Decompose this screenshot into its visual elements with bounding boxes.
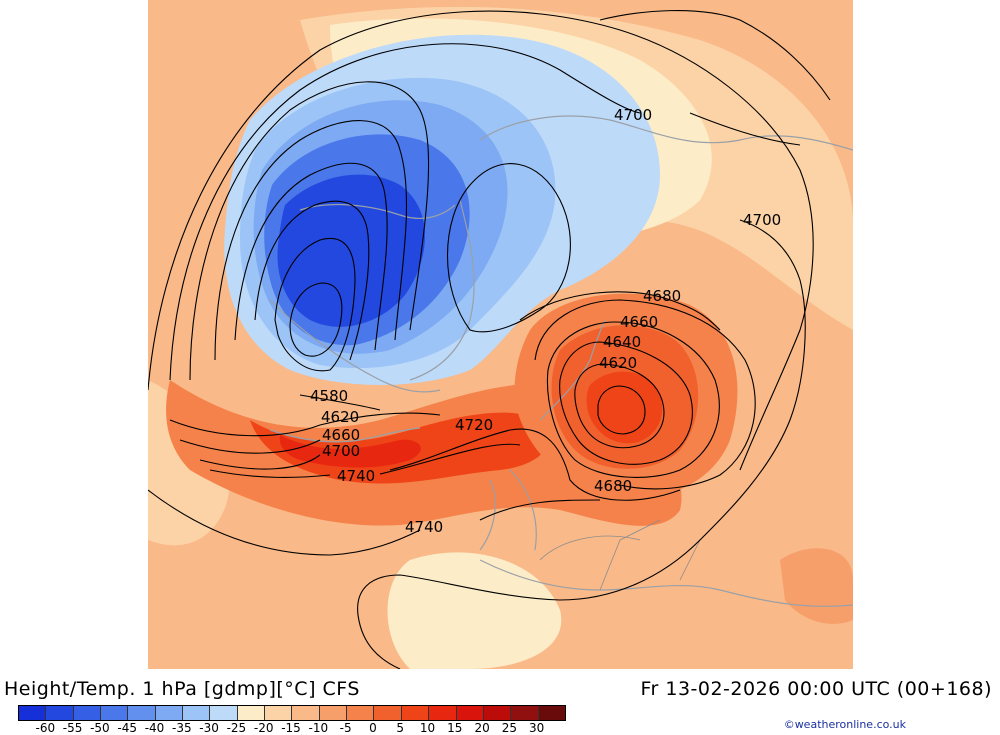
map-title: Height/Temp. 1 hPa [gdmp][°C] CFS: [4, 678, 360, 700]
colorbar-tick-label: -35: [171, 721, 192, 735]
colorbar-cell: [46, 706, 74, 720]
colorbar-tick-label: 0: [369, 721, 377, 735]
contour-4680-vortex: [189, 81, 430, 381]
colorbar-tick-label: 20: [474, 721, 490, 735]
coastline-mediterranean: [479, 559, 853, 607]
colorbar-cell: [101, 706, 129, 720]
colorbar-cell: [237, 706, 266, 720]
contour-4700-north-tail: [689, 112, 801, 146]
map-canvas: 4700 4700 4680 4660 4640 4620 4580 4620 …: [148, 0, 853, 669]
contour-4580-vortex: [289, 282, 343, 357]
contour-4680-east-upper: [519, 291, 721, 331]
colorbar-cell: [265, 706, 293, 720]
contour-4680-south: [179, 439, 321, 454]
valid-time: Fr 13-02-2026 00:00 UTC (00+168): [640, 678, 992, 700]
colorbar-cell: [128, 706, 156, 720]
contour-4620-vortex: [254, 200, 370, 361]
coastline-greenland-north: [299, 203, 456, 219]
contour-label-4680-upper: 4680: [643, 287, 681, 305]
colorbar-tick-label: 30: [529, 721, 545, 735]
colorbar-tick-label: -5: [339, 721, 352, 735]
contour-4660-east: [546, 321, 720, 478]
coastline-scandinavia: [539, 319, 606, 421]
contour-4740-lower: [148, 489, 601, 556]
colorbar-cell: [374, 706, 402, 720]
colorbar-tick-label: -20: [253, 721, 274, 735]
contour-label-4720: 4720: [455, 416, 493, 434]
contour-label-4640: 4640: [603, 333, 641, 351]
colorbar-tick-label: 15: [447, 721, 463, 735]
coastline-arctic: [479, 115, 853, 151]
warm-anomaly-core: [586, 371, 663, 444]
contour-4600-east: [597, 385, 646, 435]
colorbar-cell: [155, 706, 184, 720]
contour-4660-vortex: [214, 120, 407, 361]
colorbar-tick-label: 25: [501, 721, 518, 735]
colorbar-cell: [511, 706, 539, 720]
colorbar-cell: [483, 706, 512, 720]
contour-label-4740-upper: 4740: [337, 467, 375, 485]
colorbar-tick-label: -30: [199, 721, 219, 735]
weather-map: 4700 4700 4680 4660 4640 4620 4580 4620 …: [148, 0, 853, 669]
country-borders: [539, 519, 701, 591]
temperature-zone-pale-south: [387, 552, 562, 669]
colorbar-labels: -60 -55 -50 -45 -40 -35 -30 -25 -20 -15 -10 -5 0 5 10 1…: [18, 721, 578, 735]
colorbar-tick-label: -50: [90, 721, 110, 735]
contour-4620-east: [574, 363, 665, 449]
contour-4640-south: [169, 412, 441, 437]
colorbar-cell: [456, 706, 484, 720]
contour-4640-vortex: [234, 162, 388, 351]
warm-band-core: [279, 435, 421, 468]
contour-label-4700-west: 4700: [322, 442, 360, 460]
colorbar-cell: [73, 706, 102, 720]
colorbar-tick-label: -10: [308, 721, 329, 735]
colorbar-tick-label: -40: [144, 721, 165, 735]
colorbar-tick-label: -45: [117, 721, 137, 735]
colorbar-cell: [292, 706, 320, 720]
contour-4720: [209, 428, 681, 501]
contour-4700-ridge: [447, 163, 571, 333]
contour-north-east: [599, 9, 831, 101]
contour-label-4620-east: 4620: [599, 354, 637, 372]
contour-4580-label-line: [299, 394, 381, 411]
contour-label-4680-lower: 4680: [594, 477, 632, 495]
contour-outer-4760: [148, 10, 814, 471]
contour-label-4740-lower: 4740: [405, 518, 443, 536]
contour-4700-east: [357, 219, 806, 669]
coastline-british-isles: [479, 469, 537, 551]
cold-dome-core: [277, 174, 425, 327]
colorbar-tick-label: 10: [419, 721, 436, 735]
colorbar-cell: [347, 706, 375, 720]
contour-label-4700-east: 4700: [743, 211, 781, 229]
colorbar-cell: [401, 706, 430, 720]
contour-label-4660-west: 4660: [322, 426, 360, 444]
colorbar: [18, 705, 566, 721]
colorbar-tick-label: -60: [35, 721, 56, 735]
colorbar-cell: [319, 706, 348, 720]
contour-4600-vortex: [274, 237, 356, 372]
contour-4740-upper: [379, 443, 521, 475]
colorbar-cell: [538, 706, 565, 720]
colorbar-cell: [183, 706, 211, 720]
contour-label-4700-north: 4700: [614, 106, 652, 124]
coastline-canada-arctic: [269, 299, 441, 393]
coastline-greenland-east: [409, 199, 475, 381]
colorbar-tick-label: 5: [396, 721, 405, 735]
colorbar-cell: [429, 706, 457, 720]
colorbar-cell: [210, 706, 238, 720]
contour-label-4660-east: 4660: [620, 313, 658, 331]
contour-4640-east: [559, 341, 693, 465]
coastline-labrador: [269, 427, 421, 443]
contour-4680-east: [534, 299, 756, 490]
colorbar-tick-label: -15: [281, 721, 301, 735]
colorbar-tick-label: -25: [226, 721, 247, 735]
contour-4700-south: [199, 454, 321, 470]
contour-4700-north: [169, 43, 641, 381]
credit-link[interactable]: ©weatheronline.co.uk: [783, 718, 906, 731]
contour-label-4620-west: 4620: [321, 408, 359, 426]
colorbar-tick-label: -55: [62, 721, 83, 735]
contour-label-4580: 4580: [310, 387, 348, 405]
colorbar-cell: [19, 706, 47, 720]
